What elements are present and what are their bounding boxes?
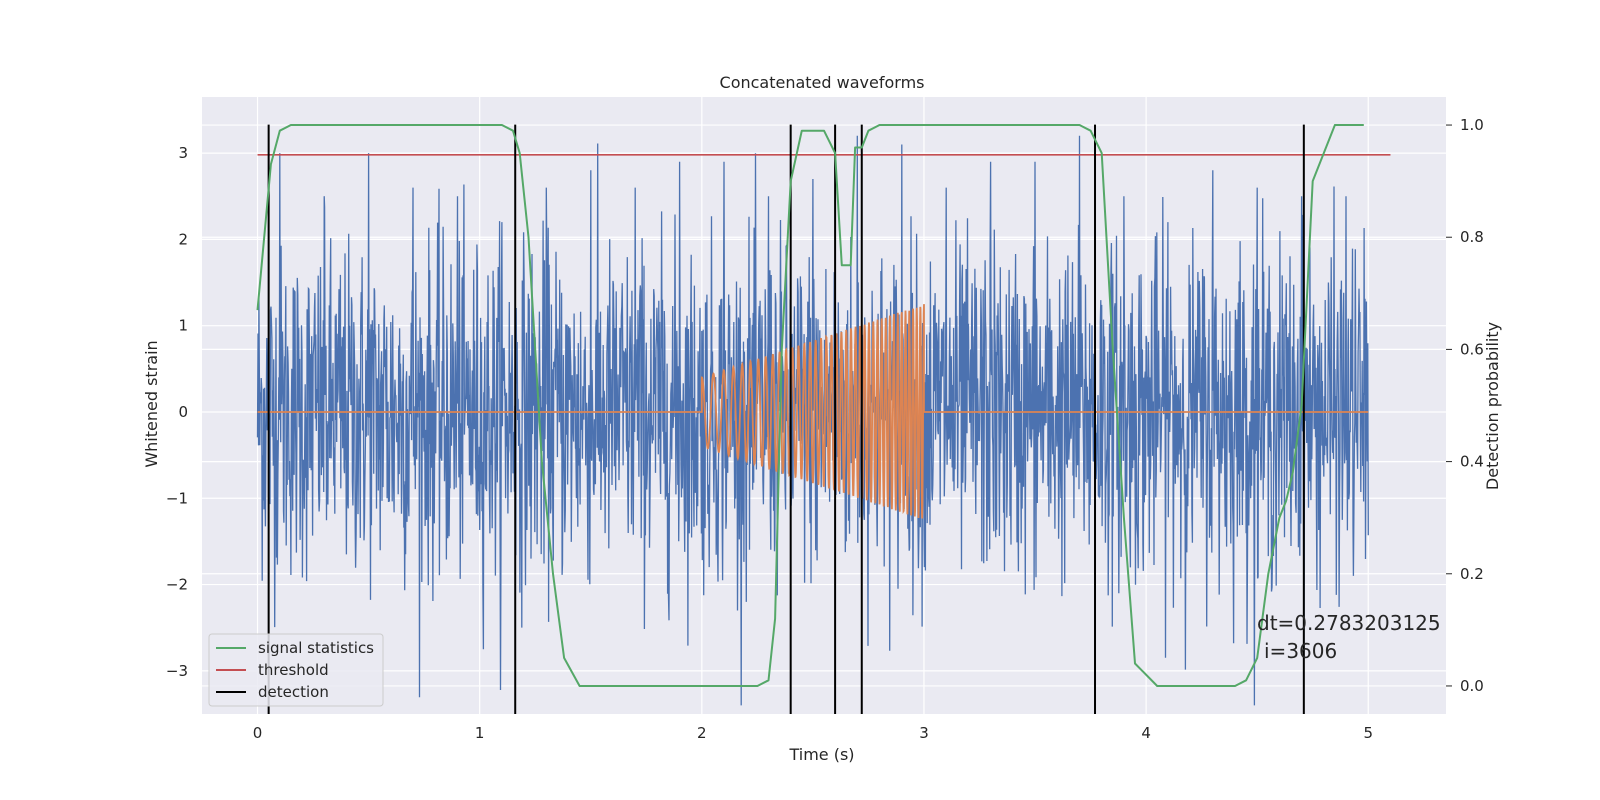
legend: signal statistics threshold detection xyxy=(208,633,384,707)
chart-title: Concatenated waveforms xyxy=(720,73,925,92)
x-axis-label: Time (s) xyxy=(788,745,854,764)
x-tick-label: 4 xyxy=(1141,724,1151,742)
x-tick-label: 3 xyxy=(919,724,929,742)
y-right-tick-label: 1.0 xyxy=(1460,116,1484,134)
legend-frame xyxy=(208,633,384,707)
injected-waveform-line xyxy=(257,304,1369,519)
annotation-i: i=3606 xyxy=(1264,639,1337,663)
strain-series xyxy=(256,135,1369,706)
x-tick-label: 1 xyxy=(475,724,485,742)
y-axis-left: −3 −2 −1 0 1 2 3 xyxy=(166,144,188,680)
y-tick-label: 3 xyxy=(178,144,188,162)
y-right-tick-label: 0.6 xyxy=(1460,340,1484,358)
x-tick-label: 5 xyxy=(1363,724,1373,742)
signal-statistics-series xyxy=(256,124,1364,687)
strain-line xyxy=(256,135,1369,706)
y-tick-label: −2 xyxy=(166,576,188,594)
legend-label-signal-statistics: signal statistics xyxy=(258,639,374,657)
annotation-dt: dt=0.2783203125 xyxy=(1257,611,1441,635)
y-tick-label: 0 xyxy=(178,403,188,421)
detection-series xyxy=(267,124,1305,714)
y-tick-label: 2 xyxy=(178,230,188,248)
y-right-tick-label: 0.4 xyxy=(1460,453,1484,471)
legend-label-threshold: threshold xyxy=(258,661,329,679)
legend-label-detection: detection xyxy=(258,683,329,701)
y-right-tick-label: 0.2 xyxy=(1460,565,1484,583)
y-right-tick-label: 0.8 xyxy=(1460,228,1484,246)
y-tick-label: 1 xyxy=(178,317,188,335)
y-tick-label: −3 xyxy=(166,662,188,680)
injected-waveform-series xyxy=(257,304,1369,519)
y-axis-right: 0.0 0.2 0.4 0.6 0.8 1.0 xyxy=(1446,116,1484,695)
x-tick-label: 0 xyxy=(253,724,263,742)
y-axis-right-label: Detection probability xyxy=(1483,322,1502,490)
x-tick-label: 2 xyxy=(697,724,707,742)
y-axis-label: Whitened strain xyxy=(142,340,161,467)
y-right-tick-label: 0.0 xyxy=(1460,677,1484,695)
y-tick-label: −1 xyxy=(166,489,188,507)
signal-statistics-line xyxy=(256,124,1364,687)
x-axis: 0 1 2 3 4 5 xyxy=(253,724,1373,742)
